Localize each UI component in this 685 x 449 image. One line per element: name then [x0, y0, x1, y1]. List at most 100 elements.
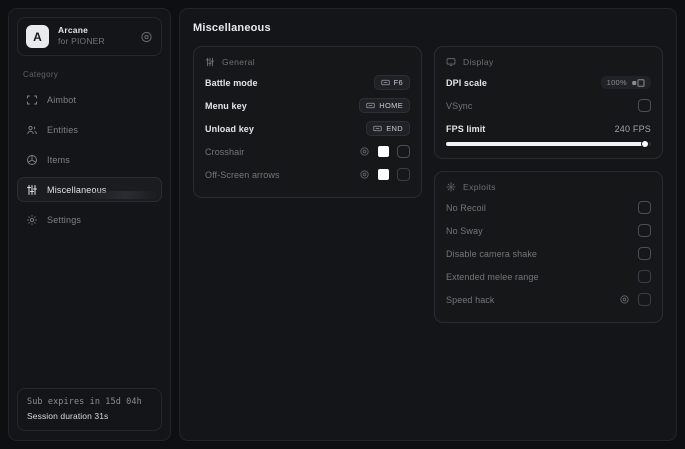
- card-display: Display DPI scale 100%: [434, 46, 663, 159]
- checkbox-no-sway[interactable]: [638, 224, 651, 237]
- right-column: Display DPI scale 100%: [434, 46, 663, 323]
- card-exploits: Exploits No Recoil No Sway Disable camer…: [434, 171, 663, 323]
- main-panel: Miscellaneous General Battle mode: [179, 8, 677, 441]
- card-general: General Battle mode F6: [193, 46, 422, 198]
- settings-columns: General Battle mode F6: [193, 46, 663, 323]
- sliders-icon: [26, 184, 38, 196]
- sidebar-item-miscellaneous[interactable]: Miscellaneous: [17, 177, 162, 202]
- dpi-scale-value[interactable]: 100%: [600, 76, 651, 89]
- color-swatch-offscreen-arrows[interactable]: [378, 169, 389, 180]
- keybind-value: HOME: [379, 101, 403, 110]
- dpi-scale-text: 100%: [606, 78, 627, 87]
- keybind-value: END: [386, 124, 403, 133]
- brand-text: Arcane for PIONER: [58, 25, 105, 47]
- gear-icon[interactable]: [359, 146, 370, 157]
- card-header: Display: [446, 57, 651, 67]
- fps-limit-slider[interactable]: [446, 141, 651, 147]
- sidebar-nav: Aimbot Entities Items: [17, 87, 162, 232]
- category-label: Category: [23, 70, 59, 79]
- keybind-battle-mode[interactable]: F6: [373, 75, 410, 90]
- sidebar-spacer: [17, 232, 162, 388]
- slider-knob[interactable]: [641, 141, 648, 147]
- session-duration-text: Session duration 31s: [27, 411, 109, 421]
- row-label: FPS limit: [446, 123, 486, 134]
- row-extended-melee-range: Extended melee range: [446, 265, 651, 288]
- gear-icon[interactable]: [619, 294, 630, 305]
- crosshair-frame-icon: [26, 94, 38, 106]
- keyboard-icon: [381, 79, 390, 86]
- fps-limit-value: 240 FPS: [614, 123, 651, 134]
- people-icon: [26, 124, 38, 136]
- row-vsync: VSync: [446, 94, 651, 117]
- app-logo: A: [26, 25, 49, 48]
- card-title: General: [222, 57, 256, 67]
- row-label: No Recoil: [446, 202, 486, 213]
- checkbox-crosshair[interactable]: [397, 145, 410, 158]
- keybind-unload-key[interactable]: END: [366, 121, 410, 136]
- row-label: Off-Screen arrows: [205, 169, 280, 180]
- sliders-icon: [205, 57, 215, 67]
- row-label: DPI scale: [446, 77, 487, 88]
- card-title: Display: [463, 57, 494, 67]
- row-crosshair: Crosshair: [205, 140, 410, 163]
- row-disable-camera-shake: Disable camera shake: [446, 242, 651, 265]
- scale-icon: [632, 78, 645, 87]
- sidebar-item-label: Miscellaneous: [47, 184, 107, 195]
- card-title: Exploits: [463, 182, 496, 192]
- sub-expiry-text: Sub expires in 15d 04h: [27, 397, 142, 407]
- sidebar-item-label: Entities: [47, 124, 79, 135]
- slider-fill: [446, 142, 645, 146]
- subscription-status-card: Sub expires in 15d 04h Session duration …: [17, 388, 162, 431]
- row-dpi-scale: DPI scale 100%: [446, 71, 651, 94]
- row-label: No Sway: [446, 225, 483, 236]
- left-column: General Battle mode F6: [193, 46, 422, 198]
- gear-icon[interactable]: [140, 30, 153, 43]
- row-label: VSync: [446, 100, 473, 111]
- brand-name: Arcane: [58, 25, 89, 36]
- page-title: Miscellaneous: [193, 22, 271, 34]
- box-icon: [26, 154, 38, 166]
- checkbox-vsync[interactable]: [638, 99, 651, 112]
- checkbox-disable-camera-shake[interactable]: [638, 247, 651, 260]
- sparkle-icon: [446, 182, 456, 192]
- row-label: Speed hack: [446, 294, 495, 305]
- sidebar-item-settings[interactable]: Settings: [17, 207, 162, 232]
- keybind-menu-key[interactable]: HOME: [359, 98, 410, 113]
- sidebar-item-label: Settings: [47, 214, 82, 225]
- sidebar-item-label: Items: [47, 154, 71, 165]
- row-menu-key: Menu key HOME: [205, 94, 410, 117]
- brand-subtitle: for PIONER: [58, 36, 105, 46]
- row-label: Unload key: [205, 123, 255, 134]
- keybind-value: F6: [393, 78, 403, 87]
- row-no-sway: No Sway: [446, 219, 651, 242]
- row-label: Crosshair: [205, 146, 245, 157]
- card-header: Exploits: [446, 182, 651, 192]
- gear-icon[interactable]: [359, 169, 370, 180]
- row-label: Battle mode: [205, 77, 258, 88]
- gear-icon: [26, 214, 38, 226]
- row-fps-limit: FPS limit 240 FPS: [446, 117, 651, 140]
- sidebar-item-entities[interactable]: Entities: [17, 117, 162, 142]
- checkbox-speed-hack[interactable]: [638, 293, 651, 306]
- row-label: Disable camera shake: [446, 248, 538, 259]
- row-offscreen-arrows: Off-Screen arrows: [205, 163, 410, 186]
- color-swatch-crosshair[interactable]: [378, 146, 389, 157]
- monitor-icon: [446, 57, 456, 67]
- keyboard-icon: [373, 125, 382, 132]
- sidebar-item-aimbot[interactable]: Aimbot: [17, 87, 162, 112]
- row-label: Menu key: [205, 100, 247, 111]
- checkbox-extended-melee-range[interactable]: [638, 270, 651, 283]
- row-speed-hack: Speed hack: [446, 288, 651, 311]
- checkbox-no-recoil[interactable]: [638, 201, 651, 214]
- card-header: General: [205, 57, 410, 67]
- checkbox-offscreen-arrows[interactable]: [397, 168, 410, 181]
- sidebar: A Arcane for PIONER Category Aimbot: [8, 8, 171, 441]
- fps-limit-slider-wrap: [446, 140, 651, 147]
- brand-card[interactable]: A Arcane for PIONER: [17, 17, 162, 56]
- keyboard-icon: [366, 102, 375, 109]
- sidebar-item-label: Aimbot: [47, 94, 77, 105]
- sidebar-item-items[interactable]: Items: [17, 147, 162, 172]
- row-no-recoil: No Recoil: [446, 196, 651, 219]
- row-unload-key: Unload key END: [205, 117, 410, 140]
